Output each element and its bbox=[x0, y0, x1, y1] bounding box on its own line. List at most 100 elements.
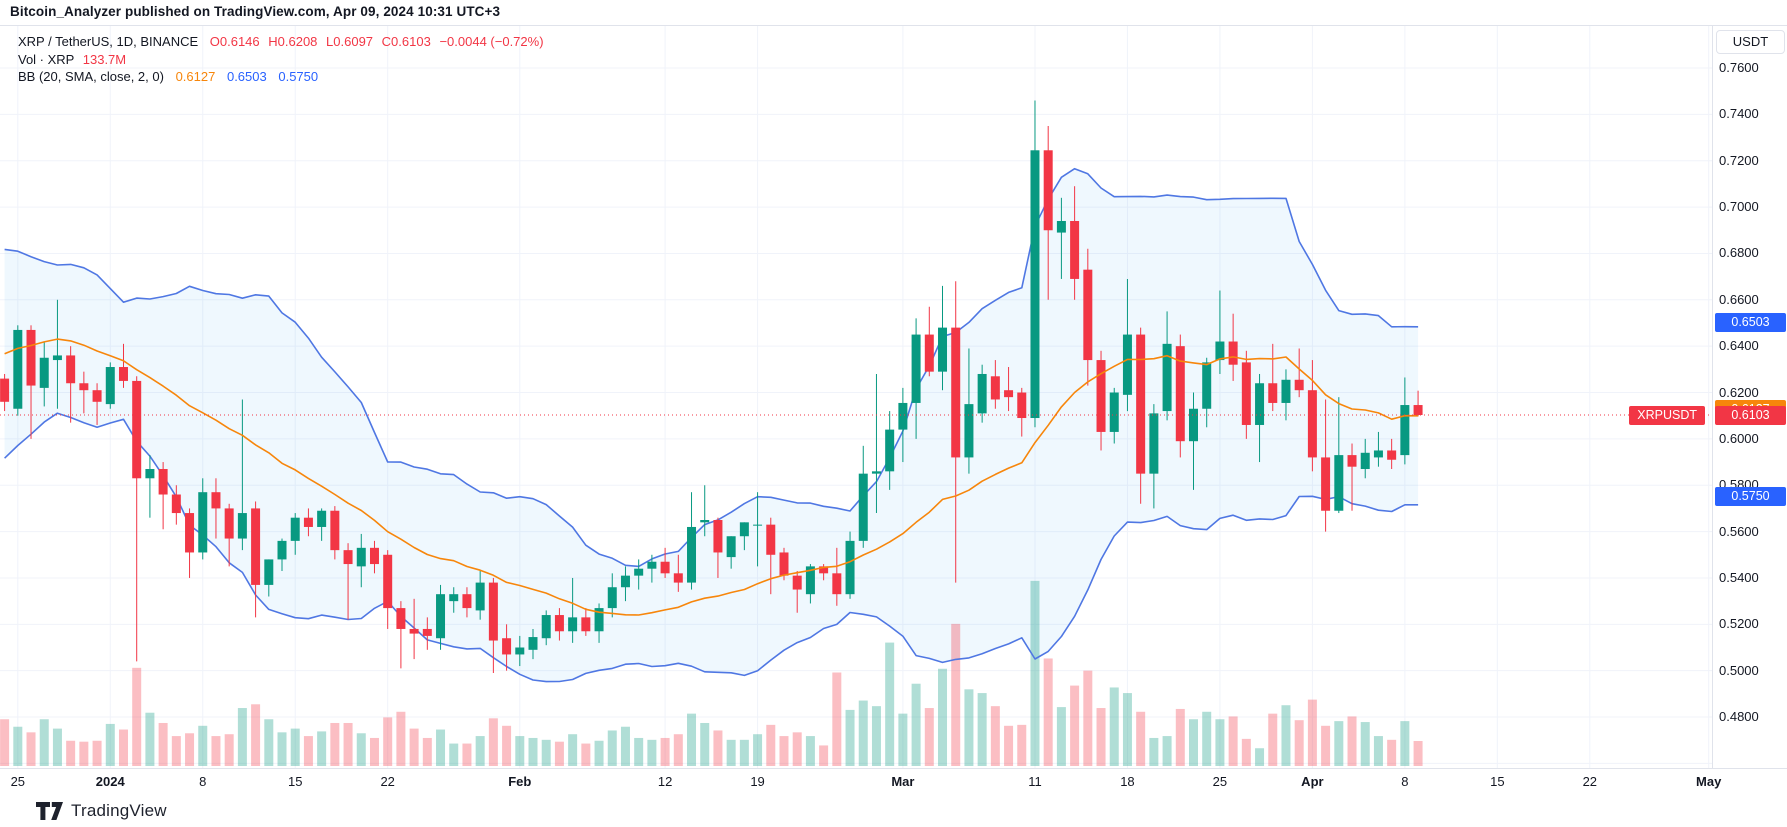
volume-bar bbox=[1122, 693, 1132, 766]
volume-bar bbox=[1149, 737, 1159, 766]
candle-body bbox=[1043, 150, 1053, 231]
candle-body bbox=[198, 492, 208, 553]
candle-body bbox=[647, 561, 657, 569]
volume-bar bbox=[39, 719, 49, 766]
volume-bar bbox=[1400, 721, 1410, 766]
volume-bar bbox=[145, 712, 155, 766]
volume-bar bbox=[105, 723, 115, 766]
volume-bar bbox=[1334, 721, 1344, 766]
candle-body bbox=[607, 587, 617, 609]
candle-body bbox=[977, 373, 987, 414]
currency-toggle-button[interactable]: USDT bbox=[1716, 30, 1785, 54]
candle-body bbox=[832, 573, 842, 595]
volume-bar bbox=[475, 736, 485, 766]
candle-body bbox=[660, 561, 670, 574]
time-scale[interactable]: 25 2024 8 15 22 Feb 12 19 Mar 11 18 25 Apr 8 15 22 May bbox=[0, 768, 1787, 794]
candle-body bbox=[554, 615, 564, 632]
tradingview-logo-icon bbox=[36, 801, 63, 820]
bollinger-basis-line bbox=[4, 338, 1419, 616]
time-tick-label: 11 bbox=[1028, 774, 1042, 789]
candle-body bbox=[1400, 405, 1410, 456]
candle-body bbox=[898, 402, 908, 430]
bollinger-fill bbox=[4, 168, 1419, 682]
volume-bar bbox=[1004, 725, 1014, 766]
candle-body bbox=[251, 508, 261, 585]
volume-bar bbox=[198, 725, 208, 766]
tradingview-brand-link[interactable]: TradingView bbox=[71, 800, 167, 820]
volume-bar bbox=[713, 730, 723, 766]
last-price-label: 0.6103 bbox=[1715, 405, 1786, 425]
candle-body bbox=[858, 473, 868, 541]
time-tick-label: 25 bbox=[10, 774, 26, 789]
price-tick-label: 0.6000 bbox=[1719, 430, 1759, 446]
bollinger-lower-line bbox=[4, 412, 1419, 683]
chart-canvas[interactable] bbox=[0, 26, 1712, 768]
bb-upper-value: 0.6503 bbox=[226, 69, 267, 84]
bb-basis-value: 0.6127 bbox=[175, 69, 216, 84]
price-tick-label: 0.6600 bbox=[1719, 291, 1759, 307]
candle-body bbox=[449, 594, 459, 602]
volume-bar bbox=[383, 717, 393, 766]
volume-bar bbox=[1321, 725, 1331, 766]
candle-body bbox=[1321, 457, 1331, 511]
volume-bar bbox=[568, 734, 578, 766]
candle-body bbox=[343, 550, 353, 565]
candle-body bbox=[1307, 390, 1317, 458]
candle-body bbox=[805, 566, 815, 595]
volume-bar bbox=[805, 736, 815, 766]
volume-bar bbox=[964, 689, 974, 766]
volume-bar bbox=[911, 683, 921, 766]
price-tick-label: 0.5600 bbox=[1719, 523, 1759, 539]
time-tick-label: Apr bbox=[1301, 774, 1324, 789]
candle-body bbox=[211, 492, 221, 509]
volume-bar bbox=[290, 728, 300, 766]
price-tick-label: 0.6400 bbox=[1719, 338, 1759, 354]
candle-body bbox=[1202, 362, 1212, 409]
volume-bar bbox=[832, 672, 842, 766]
candle-body bbox=[13, 329, 23, 409]
candle-body bbox=[964, 404, 974, 458]
candle-body bbox=[700, 520, 710, 523]
candle-body bbox=[753, 524, 763, 526]
volume-bar bbox=[1307, 699, 1317, 766]
volume-bar bbox=[1281, 705, 1291, 766]
volume-bar bbox=[898, 713, 908, 766]
time-tick-label: 15 bbox=[287, 774, 303, 789]
candle-body bbox=[541, 615, 551, 639]
candle-body bbox=[1083, 269, 1093, 361]
price-tick-label: 0.5200 bbox=[1719, 616, 1759, 632]
candle-body bbox=[1215, 341, 1225, 361]
candle-body bbox=[581, 617, 591, 632]
volume-bar bbox=[858, 700, 868, 766]
candle-body bbox=[171, 494, 181, 514]
candle-body bbox=[673, 573, 683, 583]
bb-lower-value: 0.5750 bbox=[278, 69, 319, 84]
volume-bar bbox=[581, 743, 591, 766]
candle-body bbox=[1360, 452, 1370, 470]
time-tick-label: 22 bbox=[380, 774, 395, 789]
volume-bar bbox=[700, 722, 710, 766]
bb-upper-label: 0.6503 bbox=[1715, 312, 1786, 332]
volume-bar bbox=[185, 733, 195, 766]
volume-bar bbox=[1096, 708, 1106, 766]
volume-bar bbox=[1255, 748, 1265, 766]
price-scale[interactable]: USDT 0.7600 0.7400 0.7200 0.7000 0.6800 0.660… bbox=[1712, 26, 1787, 788]
candle-body bbox=[264, 559, 274, 585]
volume-bar bbox=[52, 728, 62, 766]
volume-bar bbox=[753, 734, 763, 766]
volume-bar bbox=[1373, 736, 1383, 766]
volume-bar bbox=[1162, 736, 1172, 766]
time-tick-label: 18 bbox=[1120, 774, 1135, 789]
candle-body bbox=[290, 517, 300, 541]
candle-body bbox=[39, 357, 49, 388]
volume-bar bbox=[726, 739, 736, 766]
candle-body bbox=[594, 608, 604, 632]
volume-bar bbox=[396, 711, 406, 766]
volume-bar bbox=[1083, 670, 1093, 766]
candle-body bbox=[52, 355, 62, 361]
candle-body bbox=[1294, 379, 1304, 391]
volume-bar bbox=[673, 734, 683, 766]
volume-bar bbox=[237, 708, 247, 766]
candle-body bbox=[1030, 150, 1040, 419]
ohlc-close: C0.6103 bbox=[381, 34, 431, 49]
